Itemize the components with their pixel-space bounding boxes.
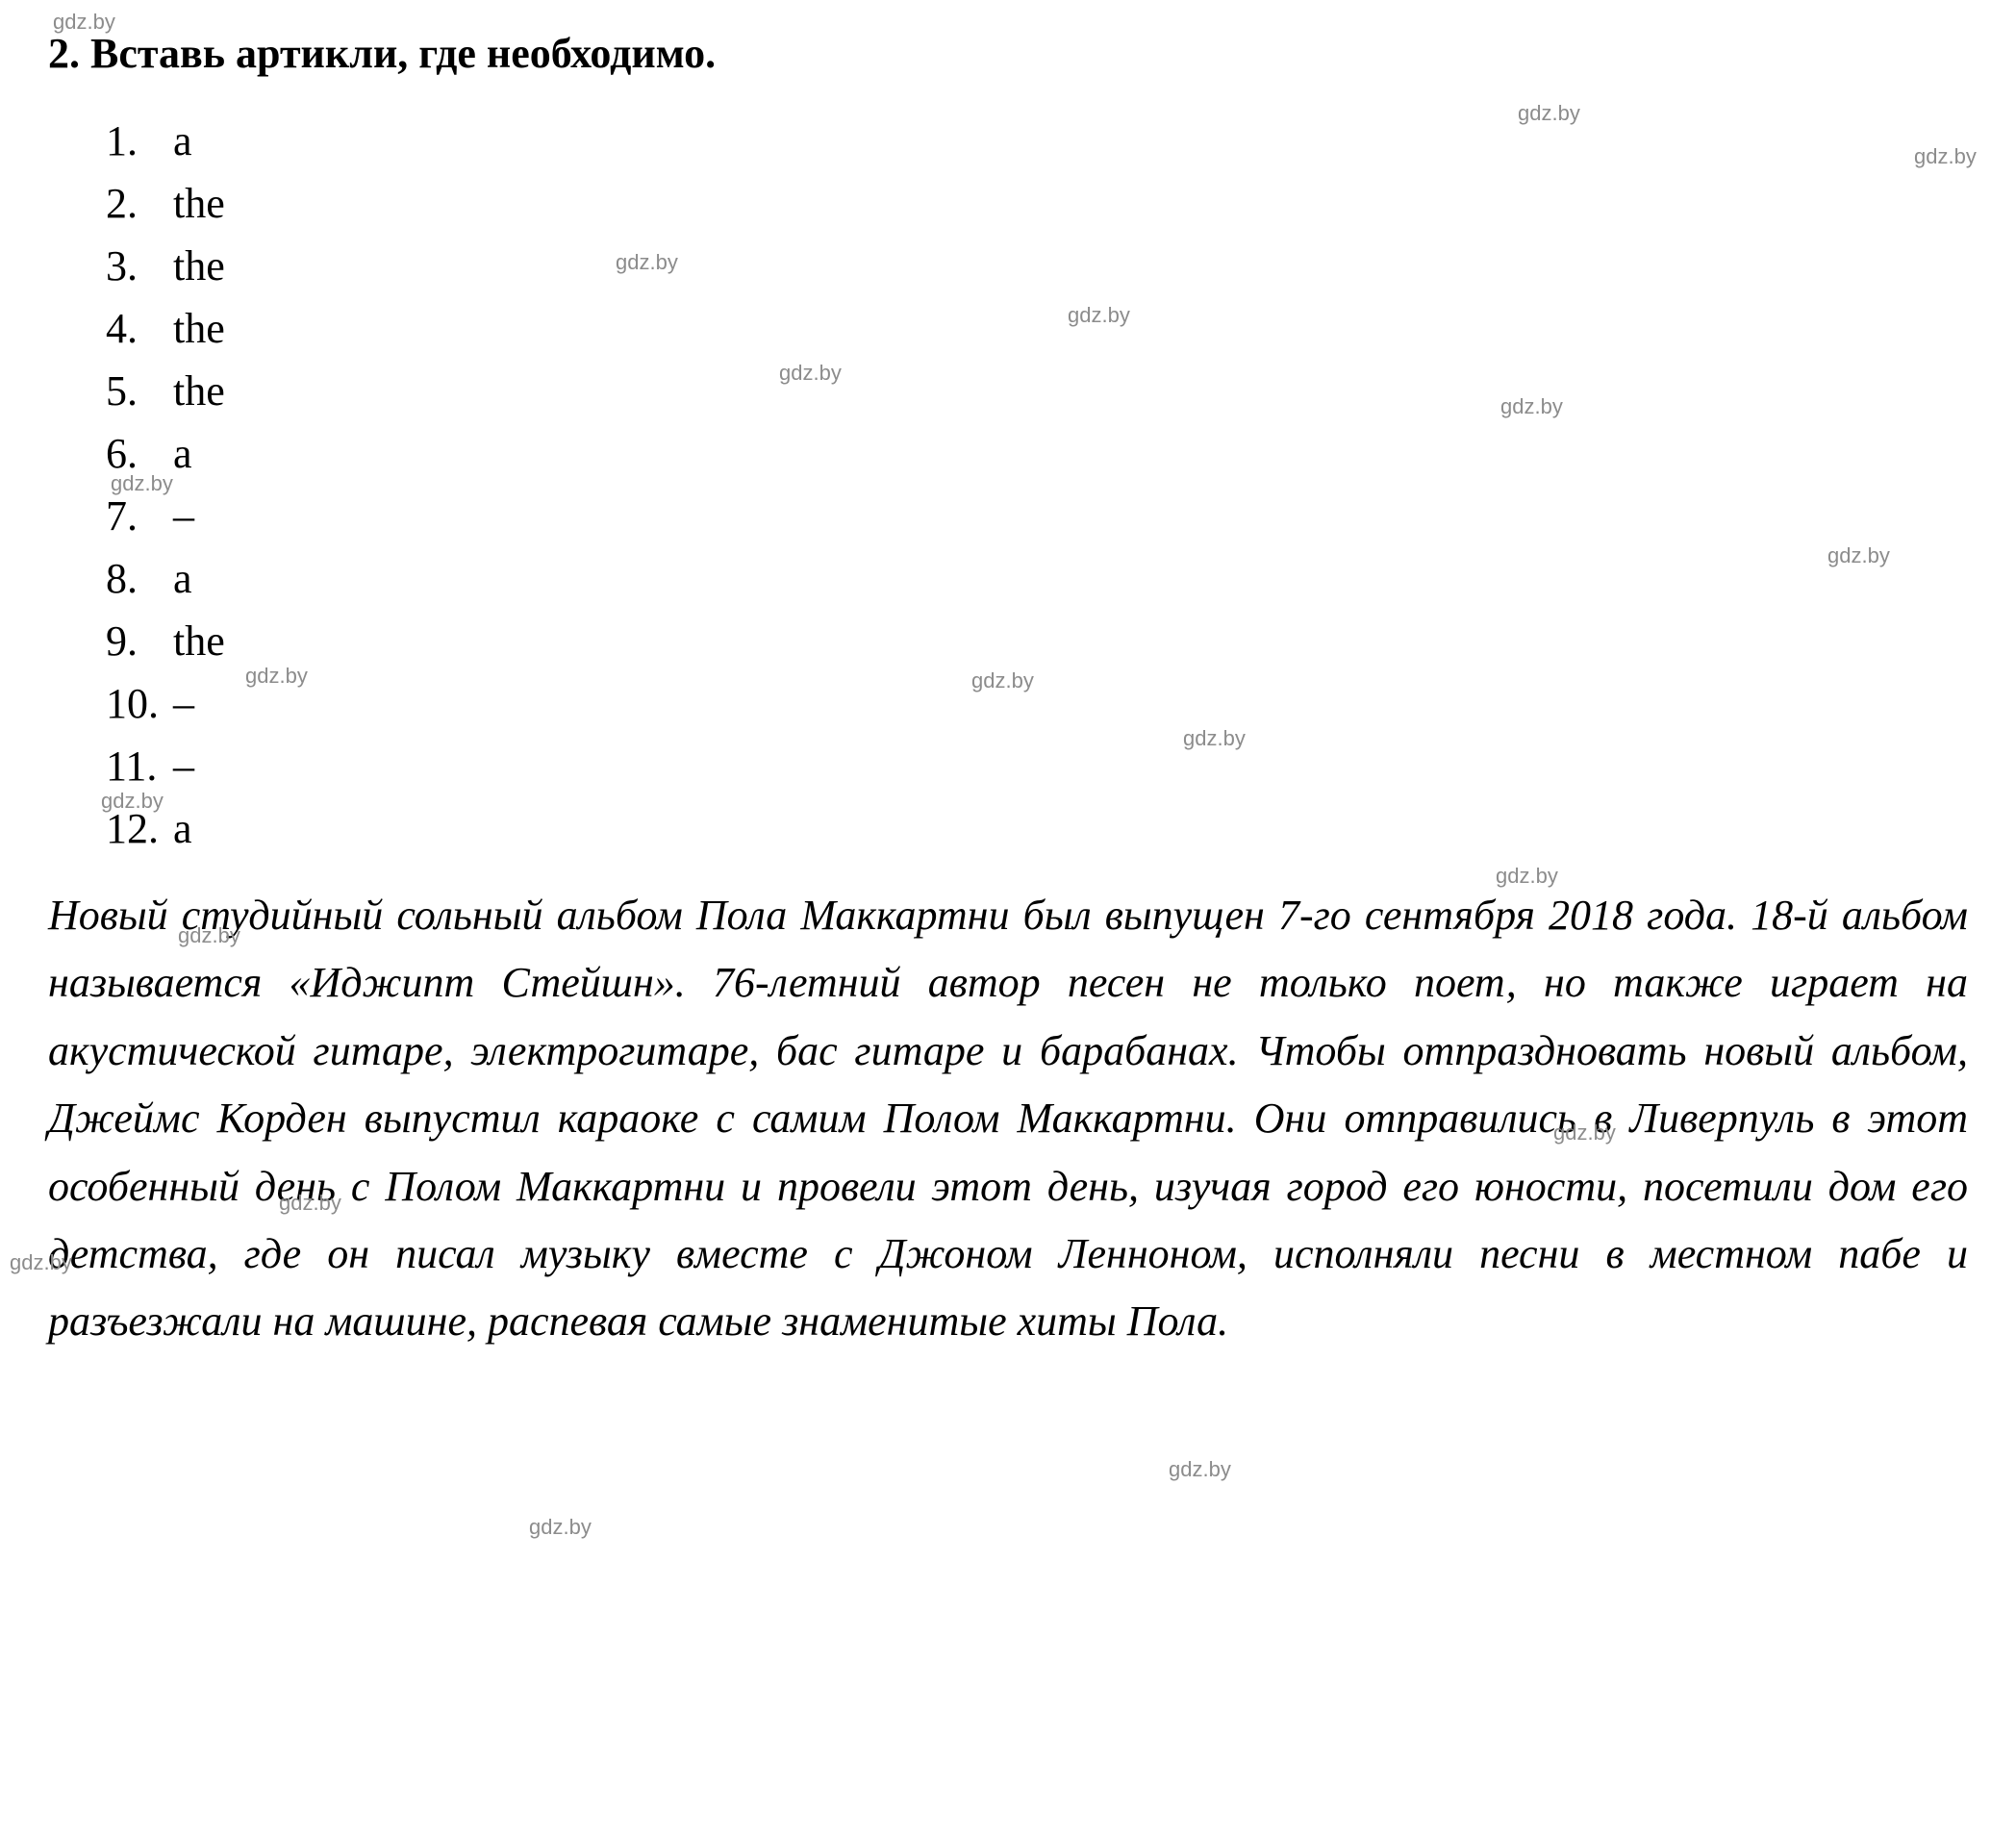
list-item-value: a [173,429,192,478]
list-item-number: 2. [106,179,173,228]
list-item-number: 11. [106,742,173,791]
list-item: 3.the [106,241,1968,290]
list-item: 1.a [106,116,1968,165]
list-item: 5.the [106,366,1968,415]
list-item-number: 12. [106,804,173,853]
list-item: 8.a [106,554,1968,603]
list-item: 4.the [106,304,1968,353]
list-item: 2.the [106,179,1968,228]
list-item: 6.a [106,429,1968,478]
list-item-value: – [173,491,194,541]
list-item-value: the [173,366,225,415]
list-item-number: 7. [106,491,173,541]
answer-list: 1.a2.the3.the4.the5.the6.a7.–8.a9.the10.… [106,116,1968,853]
list-item: 7.– [106,491,1968,541]
list-item-value: a [173,116,192,165]
list-item: 11.– [106,742,1968,791]
list-item-value: – [173,742,194,791]
list-item: 10.– [106,679,1968,728]
list-item-value: the [173,179,225,228]
watermark: gdz.by [1169,1457,1231,1482]
watermark: gdz.by [529,1515,592,1540]
list-item-value: the [173,241,225,290]
list-item: 12.a [106,804,1968,853]
list-item-number: 9. [106,617,173,666]
exercise-title: 2. Вставь артикли, где необходимо. [48,29,1968,78]
list-item-number: 5. [106,366,173,415]
list-item: 9.the [106,617,1968,666]
list-item-number: 3. [106,241,173,290]
list-item-value: a [173,804,192,853]
list-item-value: the [173,304,225,353]
list-item-value: a [173,554,192,603]
list-item-number: 10. [106,679,173,728]
list-item-value: – [173,679,194,728]
list-item-value: the [173,617,225,666]
list-item-number: 8. [106,554,173,603]
list-item-number: 6. [106,429,173,478]
exercise-paragraph: Новый студийный сольный альбом Пола Макк… [48,882,1968,1356]
list-item-number: 1. [106,116,173,165]
list-item-number: 4. [106,304,173,353]
